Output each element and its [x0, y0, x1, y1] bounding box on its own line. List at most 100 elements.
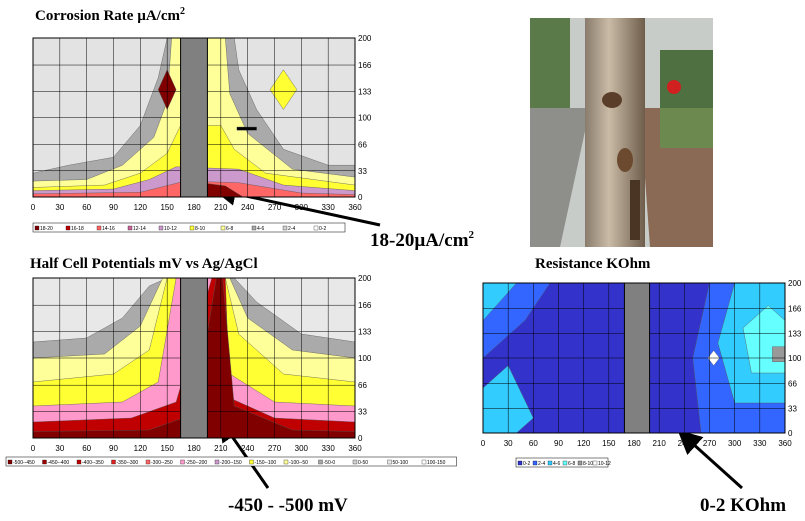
column [181, 278, 208, 438]
x-tick-label: 210 [214, 203, 228, 212]
legend-swatch [190, 226, 194, 230]
legend-swatch [128, 226, 132, 230]
y-tick-label: 0 [358, 434, 363, 443]
x-tick-label: 180 [187, 203, 201, 212]
legend-label: -150--100 [255, 460, 277, 466]
legend-swatch [97, 226, 101, 230]
x-tick-label: 30 [55, 203, 64, 212]
legend-swatch [353, 460, 357, 464]
y-tick-label: 33 [358, 408, 367, 417]
y-tick-label: 100 [788, 354, 802, 363]
title-text: Corrosion Rate µA/cm [35, 8, 181, 24]
chart-title: Corrosion Rate µA/cm2 [35, 6, 185, 24]
x-tick-label: 30 [504, 439, 513, 448]
x-tick-label: 30 [55, 444, 64, 453]
annotation: 18-20µA/cm2 [370, 229, 475, 251]
x-tick-label: 0 [481, 439, 486, 448]
legend-swatch [314, 226, 318, 230]
legend-swatch [518, 461, 522, 465]
x-tick-label: 240 [241, 203, 255, 212]
legend-label: 8-10 [583, 461, 593, 467]
legend-label: -400--350 [82, 460, 104, 466]
x-tick-label: 180 [627, 439, 641, 448]
y-tick-label: 200 [358, 274, 372, 283]
x-tick-label: 90 [109, 444, 118, 453]
legend-swatch [215, 460, 219, 464]
legend-label: 12-14 [133, 226, 146, 232]
x-tick-label: 300 [728, 439, 742, 448]
legend-swatch [283, 226, 287, 230]
x-tick-label: 300 [295, 203, 309, 212]
legend-label: 2-4 [538, 461, 545, 467]
legend-swatch [422, 460, 426, 464]
legend-label: 18-20 [40, 226, 53, 232]
photo [530, 18, 713, 247]
annotation: 0-2 KOhm [700, 495, 786, 516]
legend-label: 50-100 [393, 460, 409, 466]
legend-swatch [112, 460, 116, 464]
legend-label: 14-16 [102, 226, 115, 232]
contour [772, 347, 785, 362]
legend-label: 6-8 [226, 226, 233, 232]
legend-label: -200--150 [220, 460, 242, 466]
y-tick-label: 200 [358, 34, 372, 43]
legend-label: 6-8 [568, 461, 575, 467]
x-tick-label: 60 [529, 439, 538, 448]
y-tick-label: 166 [358, 301, 372, 310]
legend-swatch [181, 460, 185, 464]
legend-label: 10-12 [164, 226, 177, 232]
x-tick-label: 240 [241, 444, 255, 453]
x-tick-label: 270 [703, 439, 717, 448]
x-tick-label: 270 [268, 203, 282, 212]
x-tick-label: 60 [82, 444, 91, 453]
title-text: Resistance KOhm [535, 256, 651, 272]
x-tick-label: 180 [187, 444, 201, 453]
chart-title: Half Cell Potentials mV vs Ag/AgCl [30, 256, 258, 272]
legend-label: -50-0 [324, 460, 336, 466]
legend-swatch [548, 461, 552, 465]
x-tick-label: 150 [602, 439, 616, 448]
legend-swatch [252, 226, 256, 230]
legend-label: 0-2 [523, 461, 530, 467]
x-tick-label: 60 [82, 203, 91, 212]
y-tick-label: 0 [788, 429, 793, 438]
legend-swatch [221, 226, 225, 230]
legend-swatch [284, 460, 288, 464]
title-sup: 2 [180, 6, 185, 17]
y-tick-label: 200 [788, 279, 802, 288]
x-tick-label: 330 [321, 203, 335, 212]
x-tick-label: 0 [31, 203, 36, 212]
y-tick-label: 33 [788, 404, 797, 413]
legend-label: 8-10 [195, 226, 205, 232]
legend-label: 16-18 [71, 226, 84, 232]
legend-swatch [593, 461, 597, 465]
x-tick-label: 150 [160, 203, 174, 212]
legend-swatch [578, 461, 582, 465]
legend-label: 4-6 [257, 226, 264, 232]
legend-label: 4-6 [553, 461, 560, 467]
y-tick-label: 100 [358, 114, 372, 123]
x-tick-label: 330 [321, 444, 335, 453]
x-tick-label: 210 [652, 439, 666, 448]
legend-label: -500--450 [13, 460, 35, 466]
y-tick-label: 166 [788, 305, 802, 314]
x-tick-label: 300 [295, 444, 309, 453]
legend-swatch [43, 460, 47, 464]
legend-swatch [35, 226, 39, 230]
y-tick-label: 166 [358, 61, 372, 70]
x-tick-label: 330 [753, 439, 767, 448]
legend-label: -300--250 [151, 460, 173, 466]
x-tick-label: 270 [268, 444, 282, 453]
y-tick-label: 133 [358, 87, 372, 96]
legend-label: 10-12 [598, 461, 611, 467]
slide: 18-20µA/cm2 -450 - -500 mV 0-2 KOhm Corr… [0, 0, 805, 521]
legend-label: -350--300 [117, 460, 139, 466]
x-tick-label: 90 [554, 439, 563, 448]
legend-swatch [250, 460, 254, 464]
y-tick-label: 100 [358, 354, 372, 363]
contour [237, 127, 257, 130]
legend-swatch [533, 461, 537, 465]
x-tick-label: 360 [348, 203, 362, 212]
legend-swatch [159, 226, 163, 230]
y-tick-label: 66 [358, 381, 367, 390]
